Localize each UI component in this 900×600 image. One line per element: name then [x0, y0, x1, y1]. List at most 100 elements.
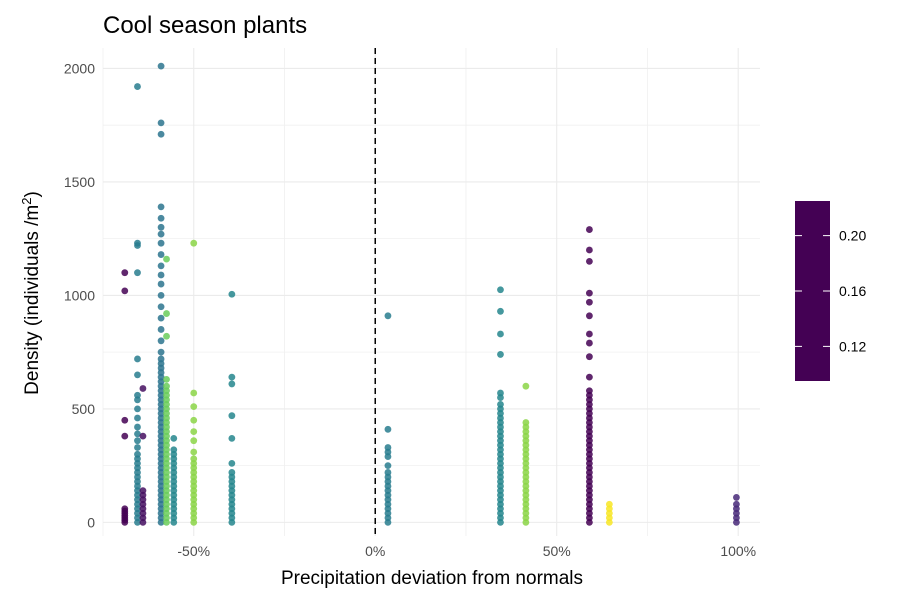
data-point — [157, 203, 165, 211]
data-point — [228, 290, 236, 298]
data-point — [157, 348, 165, 356]
data-point — [228, 435, 236, 442]
y-axis-label-superscript: 2 — [19, 198, 34, 205]
legend-tick-label: 0.16 — [839, 283, 866, 299]
data-point — [121, 416, 129, 424]
data-point — [585, 289, 593, 297]
data-point — [157, 303, 165, 311]
data-point — [585, 330, 593, 338]
data-point — [157, 214, 165, 222]
x-tick-label: 0% — [365, 543, 385, 559]
data-point — [190, 428, 198, 435]
y-tick-label: 0 — [87, 514, 95, 530]
data-point — [157, 62, 165, 70]
data-point — [157, 251, 165, 258]
data-point — [121, 269, 129, 277]
data-point — [384, 425, 392, 433]
data-point — [497, 400, 504, 408]
data-point — [157, 280, 165, 288]
data-point — [134, 414, 141, 422]
data-point — [134, 355, 141, 363]
x-tick-label: 100% — [720, 543, 756, 559]
data-point — [134, 450, 141, 458]
x-tick-label: 50% — [543, 543, 571, 559]
data-point — [733, 494, 740, 501]
data-point — [139, 432, 147, 440]
data-point — [134, 371, 141, 379]
data-point — [585, 226, 593, 233]
data-point — [163, 310, 170, 317]
data-point — [384, 462, 392, 470]
data-point — [384, 312, 392, 320]
data-point — [163, 382, 170, 390]
data-point — [157, 326, 165, 333]
x-axis-ticks: -50% 0% 50% 100% — [177, 543, 756, 559]
x-axis-label: Precipitation deviation from normals — [281, 568, 583, 589]
legend-tick-label: 0.20 — [839, 228, 866, 244]
data-point — [190, 455, 198, 463]
data-point — [522, 419, 530, 426]
data-point — [384, 469, 392, 476]
y-tick-label: 500 — [72, 401, 96, 417]
data-point — [157, 230, 165, 238]
data-point — [157, 337, 165, 345]
data-point — [497, 330, 504, 338]
data-point — [121, 287, 129, 295]
data-point — [134, 423, 141, 431]
data-point — [121, 432, 129, 440]
data-point — [139, 385, 147, 392]
data-point — [497, 351, 504, 358]
data-point — [585, 257, 593, 265]
data-point — [497, 389, 504, 397]
data-point — [190, 448, 198, 456]
data-point — [585, 353, 593, 361]
data-point — [157, 292, 165, 299]
data-point — [163, 332, 170, 340]
legend-tick-label: 0.12 — [839, 338, 866, 354]
data-point — [163, 255, 170, 263]
y-axis-label-suffix: ) — [22, 191, 43, 197]
data-point — [585, 298, 593, 306]
data-point — [522, 382, 530, 390]
data-point — [157, 239, 165, 247]
data-point — [139, 487, 147, 495]
data-point — [228, 459, 236, 467]
data-point — [157, 130, 165, 138]
data-point — [190, 389, 198, 397]
data-point — [170, 435, 178, 442]
data-point — [134, 437, 141, 445]
data-point — [134, 391, 141, 399]
data-point — [585, 246, 593, 254]
data-point — [585, 312, 593, 320]
data-point — [121, 505, 129, 513]
data-point — [157, 223, 165, 231]
data-point — [190, 416, 198, 424]
data-point — [134, 239, 141, 247]
data-point — [157, 119, 165, 127]
data-point — [228, 469, 236, 476]
data-point — [134, 83, 141, 90]
y-axis-label-main: Density (individuals /m — [22, 205, 43, 395]
y-axis-label: Density (individuals /m2) — [19, 191, 43, 395]
data-point — [585, 373, 593, 381]
data-point — [134, 269, 141, 277]
y-tick-label: 1000 — [64, 287, 95, 303]
data-point — [157, 355, 165, 363]
data-point — [190, 403, 198, 411]
data-point — [605, 500, 613, 508]
y-tick-label: 2000 — [64, 60, 95, 76]
data-point — [134, 444, 141, 451]
grid — [102, 48, 760, 536]
data-point — [157, 271, 165, 279]
y-tick-label: 1500 — [64, 174, 95, 190]
data-point — [157, 262, 165, 270]
data-point — [733, 500, 740, 508]
data-points — [121, 62, 740, 526]
data-point — [497, 286, 504, 294]
y-axis-ticks: 0 500 1000 1500 2000 — [64, 60, 95, 530]
data-point — [228, 412, 236, 420]
x-tick-label: -50% — [177, 543, 210, 559]
color-legend: 0.12 0.16 0.20 — [795, 201, 866, 381]
data-point — [190, 239, 198, 247]
